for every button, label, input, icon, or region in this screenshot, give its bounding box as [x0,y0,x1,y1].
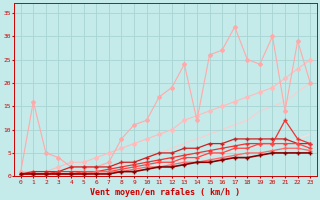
X-axis label: Vent moyen/en rafales ( km/h ): Vent moyen/en rafales ( km/h ) [91,188,241,197]
